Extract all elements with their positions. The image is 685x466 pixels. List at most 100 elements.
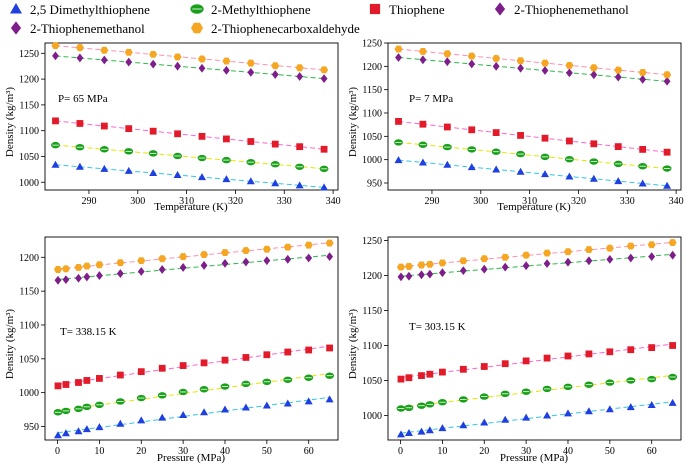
data-point-series-3 (419, 55, 427, 65)
data-point-series-4 (668, 239, 677, 247)
data-point-series-2 (296, 143, 304, 151)
data-point-series-4 (149, 50, 158, 58)
data-point-series-4 (438, 259, 447, 267)
x-tick-label: 0 (398, 446, 403, 457)
y-tick-label: 1250 (19, 49, 39, 60)
data-point-series-0 (295, 181, 304, 189)
data-point-series-1 (304, 374, 314, 381)
data-point-series-1 (662, 165, 672, 172)
x-tick-label: 40 (563, 446, 573, 457)
data-point-series-0 (563, 409, 572, 417)
legend-marker-4 (10, 21, 22, 35)
data-point-series-2 (100, 122, 108, 130)
data-point-series-3 (62, 275, 70, 285)
x-tick-label: 40 (220, 446, 230, 457)
condition-label: P= 65 MPa (58, 93, 108, 105)
x-tick-label: 290 (424, 196, 439, 207)
data-point-series-1 (197, 154, 207, 162)
data-point-series-2 (158, 364, 166, 372)
y-tick-label: 1150 (19, 287, 39, 298)
legend-label-4: 2-Thiophenemethanol (30, 21, 145, 36)
condition-label: T= 338.15 K (60, 326, 117, 338)
y-tick-label: 1100 (362, 109, 382, 120)
data-point-series-3 (296, 72, 304, 81)
data-point-series-4 (663, 71, 672, 79)
y-axis-label: Density (kg/m³) (4, 87, 16, 158)
data-point-series-3 (96, 271, 103, 280)
fit-line-series-0 (400, 401, 673, 434)
data-point-series-0 (173, 171, 182, 179)
data-point-series-1 (157, 392, 167, 399)
data-point-series-3 (439, 268, 446, 278)
data-point-series-3 (639, 75, 647, 84)
data-point-series-0 (501, 415, 510, 423)
x-tick-label: 20 (479, 446, 489, 457)
data-point-series-4 (220, 249, 229, 257)
data-point-series-1 (115, 398, 125, 405)
y-tick-label: 1100 (19, 320, 39, 331)
data-point-series-2 (200, 359, 208, 367)
data-point-series-0 (663, 181, 672, 189)
data-point-series-0 (404, 429, 413, 436)
fit-line-series-0 (55, 164, 325, 188)
y-tick-label: 1050 (19, 354, 39, 365)
data-point-series-3 (158, 265, 166, 274)
fit-line-series-2 (57, 345, 330, 385)
data-point-series-1 (394, 139, 403, 146)
data-point-series-3 (271, 70, 279, 79)
data-point-series-2 (614, 143, 622, 150)
data-point-series-4 (589, 64, 598, 72)
data-point-series-3 (223, 65, 230, 75)
data-point-series-0 (320, 183, 329, 191)
legend-marker-shape (494, 2, 506, 16)
data-point-series-1 (425, 401, 435, 408)
data-point-series-3 (326, 252, 334, 262)
y-tick-label: 1050 (362, 132, 382, 143)
data-point-series-1 (417, 402, 426, 409)
plot-frame (387, 236, 682, 441)
data-point-series-2 (320, 145, 328, 153)
fit-line-series-2 (400, 343, 673, 379)
fit-line-series-3 (400, 253, 673, 277)
data-point-series-1 (565, 156, 574, 163)
data-point-series-3 (263, 256, 271, 266)
data-point-series-2 (198, 132, 206, 140)
data-point-series-4 (638, 68, 647, 76)
x-axis-label: Pressure (MPa) (157, 452, 225, 464)
data-point-series-2 (627, 346, 635, 354)
data-point-series-2 (669, 342, 677, 349)
data-point-series-0 (241, 403, 250, 411)
legend-label-3: 2-Thiophenemethanol (514, 2, 629, 17)
data-point-series-3 (305, 253, 313, 263)
data-point-series-4 (647, 241, 656, 249)
data-point-series-1 (95, 401, 104, 409)
data-point-series-2 (566, 137, 573, 145)
data-point-series-0 (605, 405, 614, 413)
data-point-series-3 (76, 53, 84, 63)
data-point-series-4 (198, 55, 206, 63)
data-point-series-2 (125, 125, 133, 133)
chart-panel-bottom-left: T= 338.15 K Pressure (MPa) Density (kg/m… (4, 236, 339, 464)
x-tick-label: 10 (94, 446, 104, 457)
fit-line-series-1 (55, 144, 325, 170)
data-point-series-4 (61, 265, 70, 273)
y-axis-label: Density (kg/m³) (347, 87, 359, 158)
y-tick-label: 1150 (19, 100, 39, 111)
data-point-series-1 (647, 375, 657, 383)
x-tick-label: 340 (326, 196, 341, 207)
y-tick-label: 1200 (362, 62, 382, 73)
data-point-series-2 (179, 362, 187, 369)
data-point-series-2 (395, 118, 402, 125)
data-point-series-3 (242, 257, 250, 267)
data-point-series-3 (247, 68, 255, 77)
data-point-series-4 (304, 241, 313, 249)
legend-entry-3: 2-Thiophenemethanol (494, 2, 629, 17)
data-point-series-2 (439, 368, 446, 376)
y-tick-label: 1200 (19, 253, 39, 264)
data-point-series-2 (83, 377, 91, 384)
x-tick-label: 330 (620, 196, 635, 207)
legend-label-5: 2-Thiophenecarboxaldehyde (211, 21, 360, 36)
data-point-series-0 (222, 175, 231, 183)
data-point-series-3 (395, 53, 402, 62)
data-point-series-4 (459, 257, 468, 265)
